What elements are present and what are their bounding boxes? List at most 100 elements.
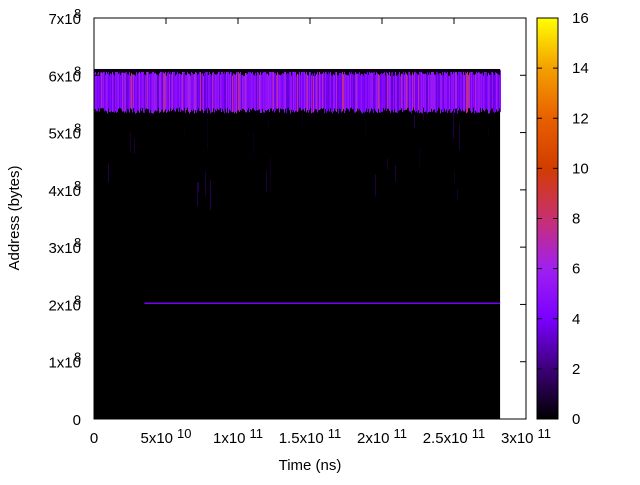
heatmap-band-column	[319, 71, 320, 110]
heatmap-band-column	[360, 75, 361, 111]
heatmap-band-column	[138, 72, 139, 111]
heatmap-band-column	[476, 70, 477, 113]
heatmap-streak	[414, 115, 415, 128]
heatmap-band-column	[447, 71, 448, 113]
heatmap-band-column	[404, 74, 405, 111]
heatmap-band-column	[249, 72, 250, 113]
heatmap-streak	[270, 158, 271, 191]
heatmap-band-column	[440, 73, 441, 114]
heatmap-band-column	[290, 70, 291, 114]
heatmap-band-column	[157, 74, 158, 112]
heatmap-streak	[268, 120, 269, 127]
y-tick-exponent: 8	[74, 235, 81, 250]
heatmap-band-column	[220, 74, 221, 109]
heatmap-band-column	[273, 71, 274, 110]
heatmap-band-column	[339, 72, 340, 109]
heatmap-band-column	[489, 74, 490, 114]
heatmap-band-column	[196, 72, 197, 113]
heatmap-streak	[210, 180, 211, 211]
heatmap-band-column	[425, 73, 426, 112]
heatmap-band-column	[148, 71, 149, 110]
y-axis-label: Address (bytes)	[6, 165, 23, 270]
heatmap-band-column	[384, 71, 385, 111]
heatmap-band-column	[330, 70, 331, 109]
heatmap-band-column	[160, 70, 161, 113]
heatmap-band-column	[328, 71, 329, 110]
heatmap-band-column	[418, 74, 419, 111]
heatmap-band-column	[286, 74, 287, 114]
heatmap-band-column	[225, 73, 226, 110]
heatmap-band-column	[239, 73, 240, 112]
x-tick-label: 2x10 11	[357, 426, 407, 447]
heatmap-band-column	[265, 71, 266, 111]
heatmap-band-column	[324, 73, 325, 114]
heatmap-band-column	[464, 74, 465, 112]
heatmap-band-column	[115, 71, 116, 112]
heatmap-band-column	[388, 75, 389, 109]
heatmap-band-column	[255, 72, 256, 112]
heatmap-band-column	[191, 70, 192, 110]
heatmap-band-column	[205, 71, 206, 111]
heatmap-band-column	[99, 75, 100, 112]
heatmap-band-column	[254, 75, 255, 111]
heatmap-band-column	[95, 71, 96, 110]
heatmap-band-column	[285, 71, 286, 109]
colorbar-tick-label: 16	[572, 10, 589, 27]
heatmap-band-column	[335, 72, 336, 111]
heatmap-band-column	[172, 70, 173, 110]
heatmap-band-column	[107, 73, 108, 114]
heatmap-band-column	[381, 73, 382, 112]
heatmap-band-column	[399, 70, 400, 111]
heatmap-band-column	[358, 73, 359, 111]
heatmap-band-column	[122, 72, 123, 112]
heatmap-band-column	[452, 73, 453, 112]
heatmap-band-column	[169, 73, 170, 112]
heatmap-band-column	[481, 73, 482, 112]
heatmap-band-column	[410, 74, 411, 112]
heatmap-band-column	[342, 70, 343, 112]
heatmap-band-column	[463, 70, 464, 112]
heatmap-band-column	[435, 74, 436, 113]
heatmap-band-column	[195, 70, 196, 111]
heatmap-band-column	[350, 73, 351, 109]
heatmap-band-column	[454, 72, 455, 113]
heatmap-band-column	[298, 74, 299, 111]
heatmap-band-column	[490, 74, 491, 111]
heatmap-band-column	[374, 70, 375, 109]
colorbar-tick-label: 6	[572, 261, 580, 278]
heatmap-band-column	[108, 70, 109, 109]
heatmap-band-column	[449, 75, 450, 110]
heatmap-streak	[302, 110, 303, 127]
heatmap-band-column	[170, 70, 171, 109]
heatmap-band-column	[482, 72, 483, 109]
heatmap-streak	[184, 129, 185, 136]
heatmap-streak	[253, 133, 254, 154]
heatmap-band-column	[417, 74, 418, 113]
heatmap-band-column	[428, 74, 429, 113]
heatmap-band-column	[393, 75, 394, 113]
heatmap-band-column	[406, 73, 407, 110]
heatmap-band-column	[236, 72, 237, 114]
heatmap-band-column	[353, 73, 354, 110]
heatmap-band-column	[458, 70, 459, 111]
heatmap-band-column	[278, 74, 279, 109]
heatmap-band-column	[407, 75, 408, 109]
heatmap-band-column	[472, 71, 473, 113]
heatmap-band-column	[341, 73, 342, 113]
heatmap-band-column	[366, 73, 367, 109]
heatmap-band-column	[162, 72, 163, 110]
heatmap-band-column	[271, 70, 272, 109]
heatmap-band-column	[132, 74, 133, 113]
heatmap-band-column	[149, 74, 150, 113]
x-tick-label: 3x10 11	[501, 426, 551, 447]
heatmap-band-column	[462, 74, 463, 110]
heatmap-band-column	[337, 75, 338, 109]
heatmap-band-column	[181, 74, 182, 110]
heatmap-band-column	[112, 70, 113, 113]
heatmap-streak	[488, 128, 489, 139]
heatmap-band-column	[372, 72, 373, 110]
heatmap-band-column	[291, 75, 292, 111]
heatmap-band-column	[185, 74, 186, 113]
heatmap-band-column	[391, 72, 392, 111]
